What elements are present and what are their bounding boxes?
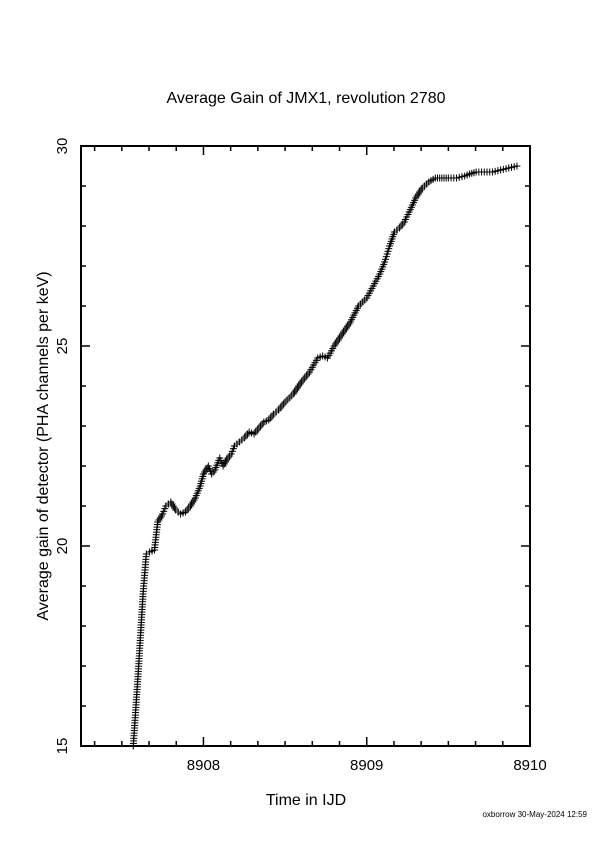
chart-title: Average Gain of JMX1, revolution 2780	[167, 90, 446, 107]
y-tick-label: 25	[54, 338, 71, 355]
x-tick-label: 8908	[187, 757, 220, 774]
y-tick-label: 20	[54, 538, 71, 555]
y-tick-label: 30	[54, 138, 71, 155]
footer-credit: oxborrow 30-May-2024 12:59	[482, 810, 587, 819]
x-tick-labels: 8908 8909 8910	[187, 757, 547, 774]
x-axis-label: Time in IJD	[266, 792, 346, 809]
plot-frame	[80, 145, 531, 747]
data-points	[129, 162, 521, 750]
x-tick-label: 8909	[350, 757, 383, 774]
y-axis-label: Average gain of detector (PHA channels p…	[35, 271, 52, 620]
y-tick-labels: 15 20 25 30	[54, 138, 71, 755]
y-tick-label: 15	[54, 738, 71, 755]
axis-ticks	[81, 145, 531, 747]
x-tick-label: 8910	[513, 757, 546, 774]
data-point	[513, 162, 521, 170]
